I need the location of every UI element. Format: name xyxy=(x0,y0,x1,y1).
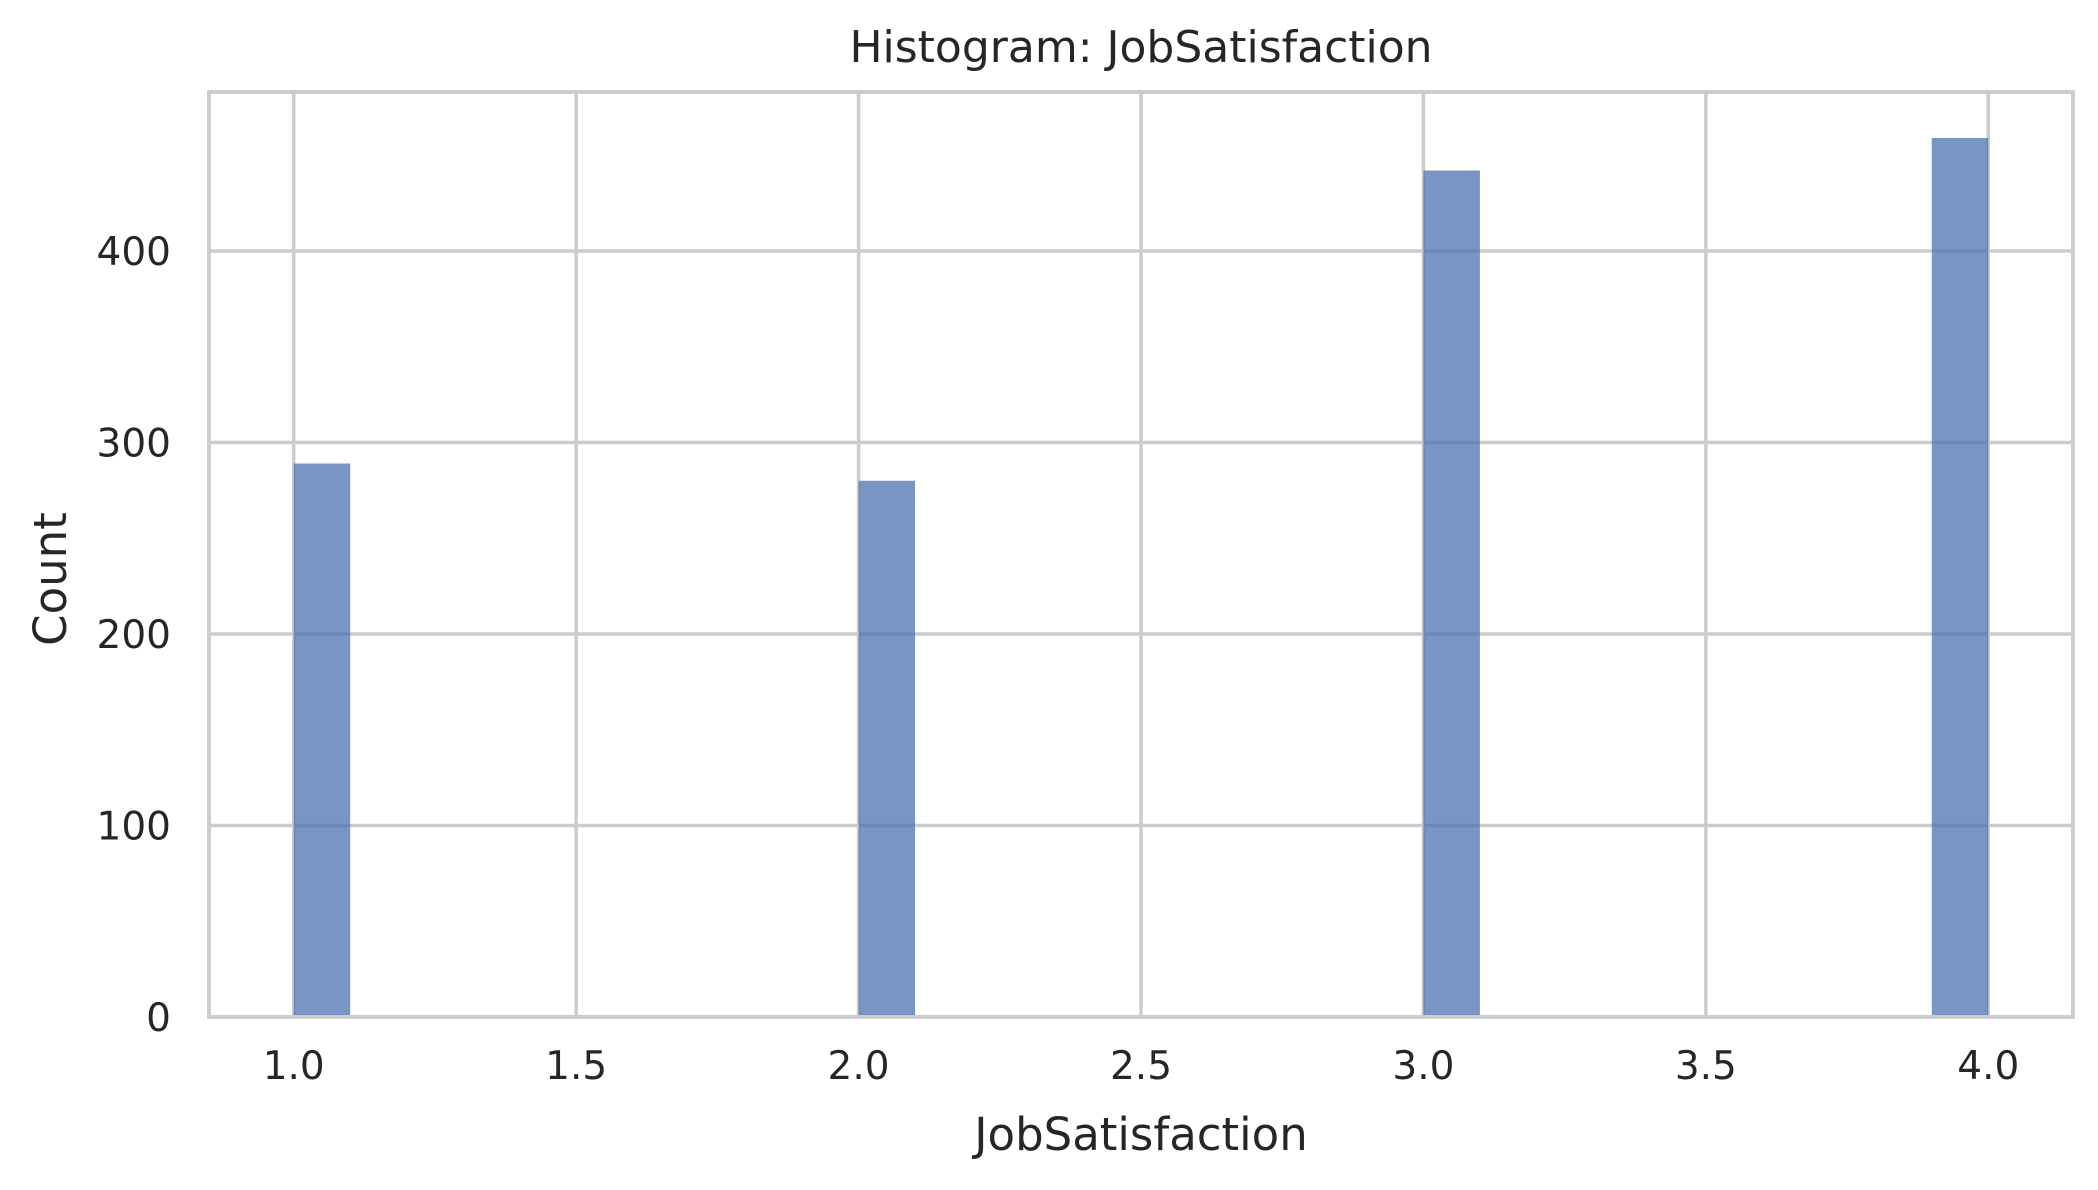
plot-frame xyxy=(207,90,2075,1019)
y-tick-label: 200 xyxy=(97,613,171,658)
histogram-bar xyxy=(293,463,351,1017)
histogram-bar xyxy=(858,480,916,1017)
tick-labels: 1.0 1.5 2.0 2.5 3.0 3.5 4.0 0 100 200 300 400 xyxy=(97,230,2020,1089)
y-tick-label: 300 xyxy=(97,421,171,466)
x-axis-label: JobSatisfaction xyxy=(971,1108,1307,1161)
chart-title: Histogram: JobSatisfaction xyxy=(849,22,1432,73)
x-tick-label: 2.0 xyxy=(828,1044,890,1089)
x-tick-label: 1.5 xyxy=(545,1044,607,1089)
x-tick-label: 3.5 xyxy=(1675,1044,1737,1089)
y-axis-label: Count xyxy=(24,512,77,646)
y-tick-label: 400 xyxy=(97,230,171,275)
x-tick-label: 3.0 xyxy=(1392,1044,1454,1089)
y-tick-label: 100 xyxy=(97,804,171,849)
y-tick-label: 0 xyxy=(146,996,171,1041)
x-tick-label: 4.0 xyxy=(1957,1044,2019,1089)
x-tick-label: 1.0 xyxy=(263,1044,325,1089)
histogram-bar xyxy=(1931,137,1989,1017)
grid-lines xyxy=(209,92,2073,1017)
histogram-bar xyxy=(1423,170,1480,1018)
bars xyxy=(293,137,1989,1018)
x-tick-label: 2.5 xyxy=(1110,1044,1172,1089)
